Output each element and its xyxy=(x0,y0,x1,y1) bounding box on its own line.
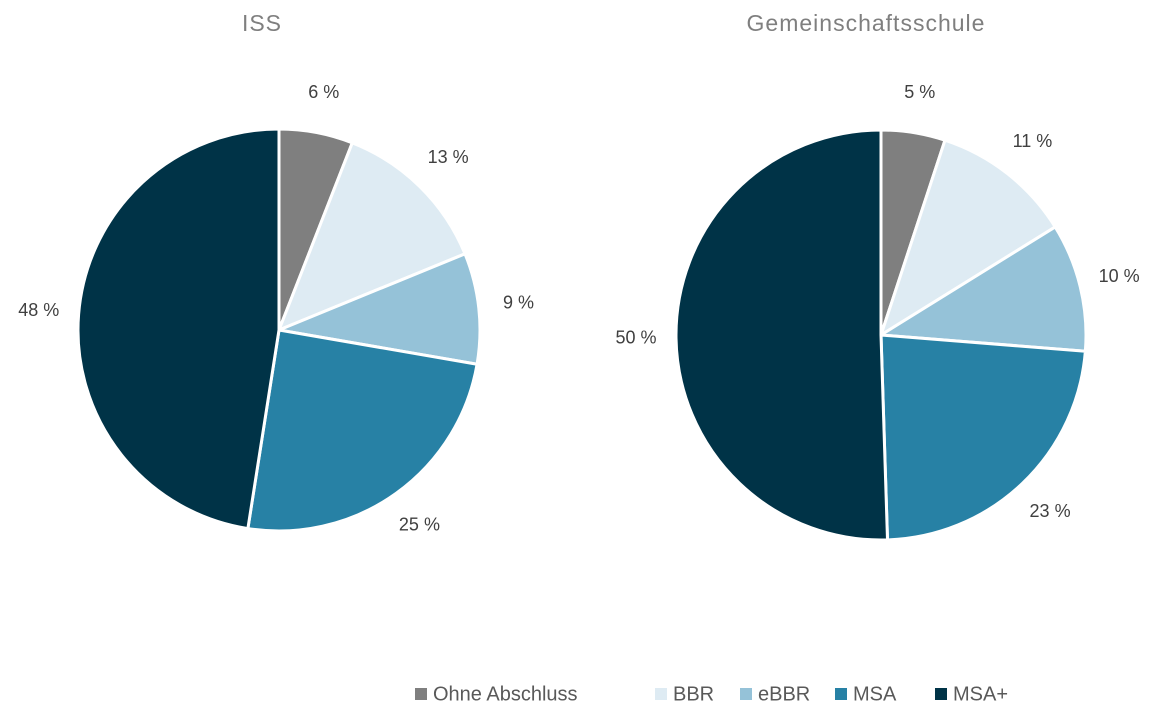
legend-swatch xyxy=(740,688,752,700)
legend-swatch xyxy=(655,688,667,700)
pie-slice xyxy=(878,138,1058,339)
pie-slice xyxy=(273,251,482,366)
pie-slice xyxy=(76,127,281,531)
legend-label: Ohne Abschluss xyxy=(433,683,578,705)
legend-label: BBR xyxy=(673,683,714,705)
data-label: 25 % xyxy=(399,515,440,535)
legend-swatch xyxy=(415,688,427,700)
legend-swatch xyxy=(935,688,947,700)
data-label: 5 % xyxy=(904,82,935,102)
data-label: 13 % xyxy=(428,147,469,167)
data-label: 6 % xyxy=(308,82,339,102)
legend-label: MSA xyxy=(853,683,897,705)
legend-label: MSA+ xyxy=(953,683,1008,705)
pie-slice xyxy=(879,333,1087,542)
legend-swatch xyxy=(835,688,847,700)
pie-slice xyxy=(674,128,890,542)
chart-title: ISS xyxy=(242,10,282,36)
chart-title: Gemeinschaftsschule xyxy=(747,10,986,36)
data-label: 10 % xyxy=(1099,266,1140,286)
data-label: 48 % xyxy=(18,300,59,320)
data-label: 9 % xyxy=(503,293,534,313)
pie-slice xyxy=(876,224,1088,353)
data-label: 11 % xyxy=(1013,131,1053,151)
pie-slice xyxy=(246,328,479,533)
legend-label: eBBR xyxy=(758,683,810,705)
data-label: 23 % xyxy=(1030,501,1071,521)
data-label: 50 % xyxy=(616,328,657,348)
pie-slice xyxy=(276,140,467,333)
